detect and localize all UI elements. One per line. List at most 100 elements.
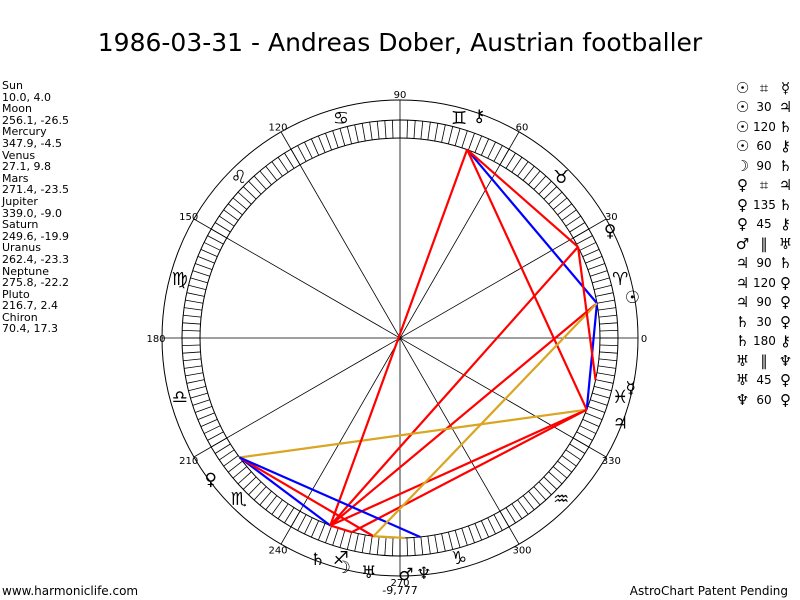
aspect-type: 120 <box>753 119 776 134</box>
degree-tick <box>192 270 210 277</box>
aspect-type: 45 <box>756 217 772 232</box>
degree-tick <box>528 170 541 186</box>
degree-tick <box>598 358 617 362</box>
degree-label: 180 <box>146 334 165 345</box>
aspect-line <box>372 302 598 538</box>
degree-tick <box>434 123 439 142</box>
degree-tick <box>420 536 424 555</box>
degree-tick <box>384 537 387 556</box>
degree-tick <box>182 322 201 325</box>
degree-tick <box>227 460 243 473</box>
degree-tick <box>447 126 454 145</box>
aspect-row: ♃ 90 ♀ <box>732 293 796 313</box>
degree-tick <box>552 466 568 479</box>
degree-tick <box>271 161 283 177</box>
zodiac-sign-glyph: ♒ <box>553 489 569 510</box>
zodiac-sign-glyph: ♊ <box>451 108 467 129</box>
aspect-planet-glyph: ♃ <box>735 273 750 292</box>
degree-tick <box>493 145 503 162</box>
degree-tick <box>598 314 617 318</box>
degree-tick <box>593 284 612 291</box>
degree-tick <box>480 138 490 156</box>
aspect-planet-glyph: ♄ <box>735 312 750 331</box>
degree-tick <box>406 537 409 556</box>
aspect-planet-glyph: ♄ <box>778 195 793 214</box>
degree-tick <box>304 141 313 159</box>
aspect-row: ♀ ⌗ ♃ <box>732 176 796 196</box>
planet-value: 70.4, 17.3 <box>2 322 58 336</box>
aspect-planet-glyph: ☉ <box>735 117 750 136</box>
aspect-type: 90 <box>756 158 772 173</box>
planet-name: Saturn <box>2 218 39 232</box>
planet-glyph-neptune: ♆ <box>416 564 431 584</box>
degree-tick <box>585 255 603 264</box>
degree-tick <box>284 152 295 169</box>
degree-tick <box>242 186 257 200</box>
aspect-line <box>466 148 598 304</box>
zodiac-sign-glyph: ♌ <box>231 167 247 188</box>
planet-name: Mars <box>2 171 29 185</box>
aspect-row: ♅ ∥ ♆ <box>732 351 796 371</box>
footer-patent-note: AstroChart Patent Pending <box>629 584 788 598</box>
degree-tick <box>441 533 446 552</box>
aspect-line <box>329 302 598 527</box>
degree-tick <box>182 344 201 347</box>
degree-tick <box>207 431 224 441</box>
planet-value: 262.4, -23.3 <box>2 252 69 266</box>
degree-tick <box>596 372 615 377</box>
degree-tick <box>188 385 207 392</box>
degree-tick <box>304 517 313 535</box>
degree-tick <box>528 490 541 506</box>
aspect-type: 135 <box>753 197 776 212</box>
aspect-type: 30 <box>756 314 772 329</box>
degree-tick <box>232 466 248 479</box>
aspect-line <box>239 408 587 459</box>
degree-tick <box>592 277 610 284</box>
planet-value: 275.8, -22.2 <box>2 276 69 290</box>
degree-tick <box>207 235 224 245</box>
planet-name: Mercury <box>2 125 47 139</box>
degree-tick <box>595 292 614 297</box>
aspect-planet-glyph: ♆ <box>735 390 750 409</box>
aspect-planet-glyph: ♀ <box>780 390 791 409</box>
aspect-line <box>329 408 588 527</box>
aspect-type: ∥ <box>760 234 768 253</box>
degree-label: 150 <box>179 212 198 223</box>
aspect-planet-glyph: ♀ <box>780 273 791 292</box>
degree-label: 240 <box>268 545 287 556</box>
degree-tick <box>192 399 210 406</box>
degree-tick <box>346 531 353 550</box>
degree-tick <box>325 525 332 543</box>
aspect-line <box>466 148 579 248</box>
degree-tick <box>461 528 468 546</box>
degree-tick <box>561 209 577 221</box>
planet-value: 256.1, -26.5 <box>2 113 69 127</box>
degree-tick <box>597 365 616 369</box>
degree-tick <box>183 358 202 362</box>
degree-tick <box>461 130 468 148</box>
aspect-row: ♆ 60 ♀ <box>732 390 796 410</box>
degree-tick <box>284 507 295 524</box>
degree-tick <box>265 165 278 181</box>
degree-tick <box>565 215 581 227</box>
degree-tick <box>325 133 332 151</box>
aspect-planet-glyph: ⚷ <box>780 215 791 234</box>
degree-tick <box>493 514 503 531</box>
zodiac-sign-glyph: ♐ <box>333 548 349 569</box>
aspect-type: 45 <box>756 373 772 388</box>
degree-tick <box>593 385 612 392</box>
degree-tick <box>548 191 563 205</box>
degree-tick <box>203 242 221 251</box>
aspect-planet-glyph: ♄ <box>778 156 793 175</box>
aspect-type: 90 <box>756 256 772 271</box>
aspect-line <box>238 456 331 527</box>
aspect-row: ♄ 30 ♀ <box>732 312 796 332</box>
degree-tick <box>183 314 202 318</box>
degree-tick <box>317 523 326 541</box>
degree-label: 0 <box>641 334 647 345</box>
aspect-line <box>329 246 579 527</box>
degree-tick <box>384 120 387 139</box>
degree-label: 60 <box>516 123 529 134</box>
aspect-line <box>466 149 588 411</box>
degree-tick <box>592 392 610 399</box>
